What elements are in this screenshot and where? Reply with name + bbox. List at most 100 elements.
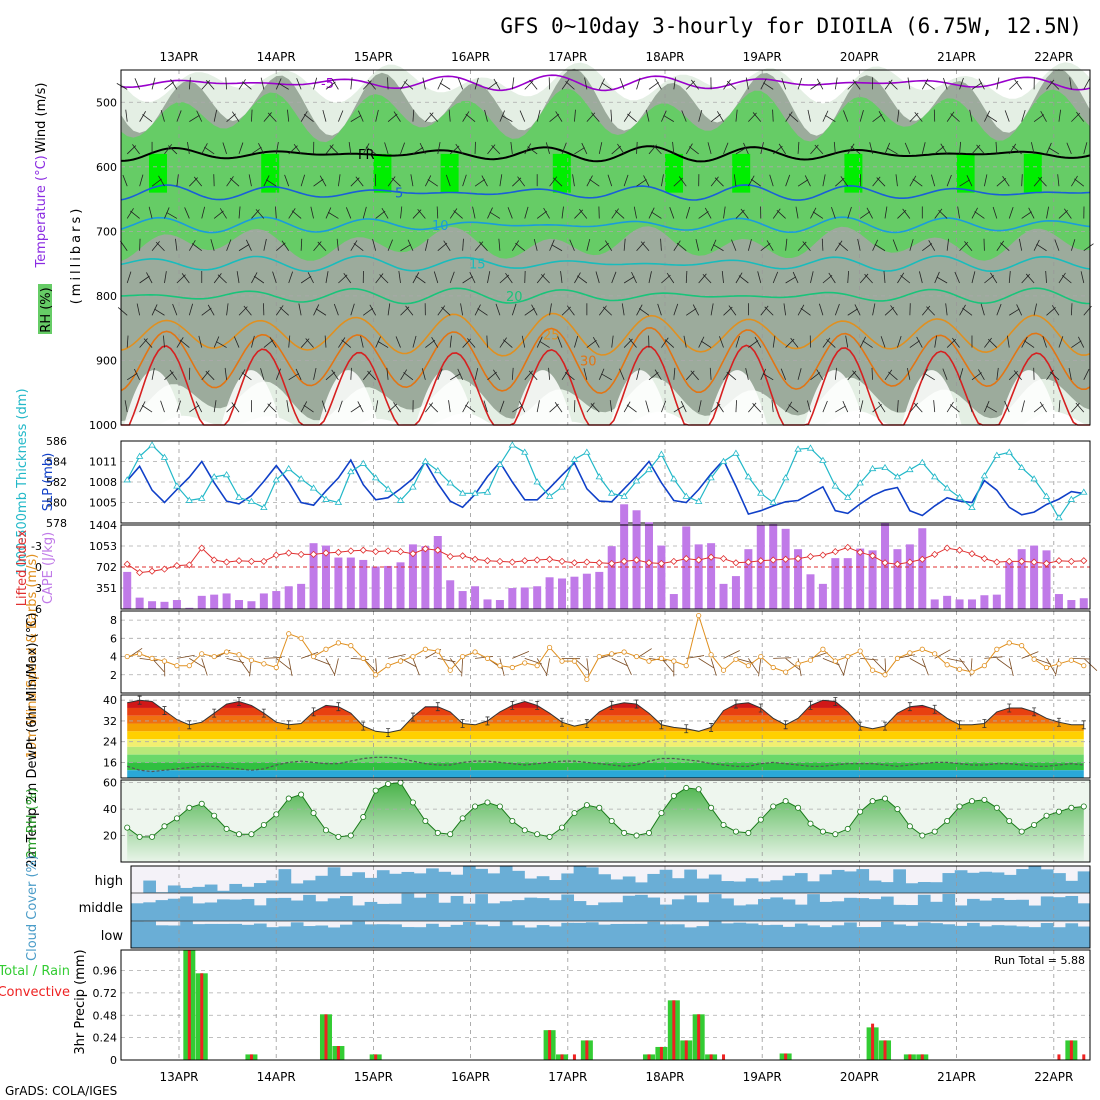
- thickness-marker: [868, 464, 877, 472]
- wind-barb: [1028, 207, 1035, 219]
- surface-wind-barb: [288, 658, 293, 677]
- wind-barb: [626, 404, 637, 413]
- minmax-bar: [435, 702, 440, 712]
- wind-barb: [569, 239, 575, 251]
- li-tick: -3: [31, 540, 42, 553]
- thickness-tick: 586: [46, 435, 67, 448]
- cape-bar: [967, 599, 976, 609]
- rh-marker: [931, 828, 938, 835]
- wind-barb: [248, 174, 252, 187]
- wind-barb: [327, 211, 339, 219]
- dry-pocket: [707, 370, 768, 425]
- wind-speed-marker: [497, 663, 503, 669]
- cloud-cell: [524, 897, 538, 921]
- thickness-marker: [943, 484, 951, 491]
- rh-marker: [422, 818, 429, 825]
- wind-barb: [540, 274, 550, 284]
- cloud-cell: [450, 874, 464, 893]
- rh-marker: [1043, 812, 1050, 819]
- wind-barb: [723, 369, 731, 381]
- wind-barb: [772, 335, 776, 348]
- wind-barb: [251, 335, 255, 348]
- cloud-cell: [659, 904, 673, 921]
- wind-barb: [296, 78, 302, 90]
- wind-speed-marker: [410, 653, 416, 660]
- wind-barb: [690, 79, 699, 90]
- thickness-marker: [173, 482, 181, 489]
- thickness-marker: [968, 503, 976, 511]
- cloud-cell: [745, 904, 759, 921]
- wind-barb: [148, 206, 153, 219]
- wind-barb: [548, 367, 550, 380]
- cloud-cell: [131, 903, 144, 921]
- cloud-cell: [794, 923, 808, 948]
- li-marker: [1055, 557, 1063, 565]
- wind-barb: [971, 82, 983, 90]
- wind-barb: [648, 81, 659, 90]
- cloud-cell: [610, 902, 624, 921]
- thickness-marker: [334, 498, 343, 505]
- cloud-cell: [204, 923, 218, 948]
- wind-barb: [996, 77, 1000, 90]
- wind-barb: [785, 401, 793, 413]
- wind-barb: [574, 147, 585, 155]
- wind-barb: [338, 400, 343, 413]
- wind-barb: [850, 146, 861, 155]
- wind-barb: [425, 402, 434, 413]
- wind-barb: [623, 238, 626, 251]
- wind-barb: [251, 272, 258, 284]
- wind-barb: [688, 146, 699, 155]
- rh-marker: [298, 791, 305, 798]
- cloud-cell: [721, 898, 734, 921]
- surface-wind-barb: [710, 658, 717, 676]
- wind-barb: [1046, 142, 1052, 155]
- cape-bar: [545, 577, 554, 609]
- wind-barb: [760, 243, 771, 252]
- temp-band: [127, 746, 1084, 755]
- cloud-cell: [1040, 923, 1054, 948]
- wind-barb: [636, 179, 647, 187]
- wind-barb: [160, 109, 165, 122]
- rh-patch-bright: [440, 153, 459, 193]
- thickness-marker: [396, 496, 405, 503]
- wind-barb: [978, 369, 985, 381]
- rh-marker: [310, 810, 317, 817]
- wind-barb: [331, 369, 339, 381]
- cloud-cell: [647, 921, 661, 948]
- wind-barb: [1071, 175, 1078, 187]
- cloud-cell: [278, 897, 292, 921]
- pressure-tick: 600: [96, 161, 117, 174]
- cloud-cell: [229, 883, 243, 893]
- wind-barb: [673, 303, 679, 316]
- wind-barb: [1054, 239, 1060, 251]
- wind-barb: [888, 80, 898, 90]
- surface-wind-barb: [1008, 658, 1014, 677]
- wind-barb: [1057, 174, 1060, 187]
- rh-marker: [857, 808, 864, 815]
- wind-barb: [840, 176, 849, 187]
- cloud-cell: [290, 883, 304, 893]
- wind-speed-marker: [397, 658, 404, 664]
- wind-barb: [225, 77, 227, 90]
- wind-barb: [258, 143, 265, 155]
- wind-barb: [566, 305, 575, 316]
- cape-bar: [172, 600, 181, 609]
- wind-barb: [487, 144, 496, 155]
- wind-barb: [512, 405, 523, 413]
- wind-barb: [412, 335, 417, 348]
- rh-marker: [496, 803, 503, 810]
- wind-barb: [226, 239, 232, 251]
- temp-band: [121, 695, 1090, 700]
- wind-barb: [1033, 303, 1037, 316]
- precip-convective-bar: [1069, 1040, 1073, 1060]
- surface-wind-barb: [546, 658, 550, 677]
- isotherm-label: 25: [543, 329, 560, 344]
- cloud-cell: [979, 900, 993, 921]
- thickness-marker: [222, 471, 231, 478]
- rh-legend-swatch: [38, 284, 52, 334]
- cloud-cell: [844, 897, 857, 921]
- minmax-bar: [1032, 707, 1037, 717]
- rh-marker: [186, 804, 193, 811]
